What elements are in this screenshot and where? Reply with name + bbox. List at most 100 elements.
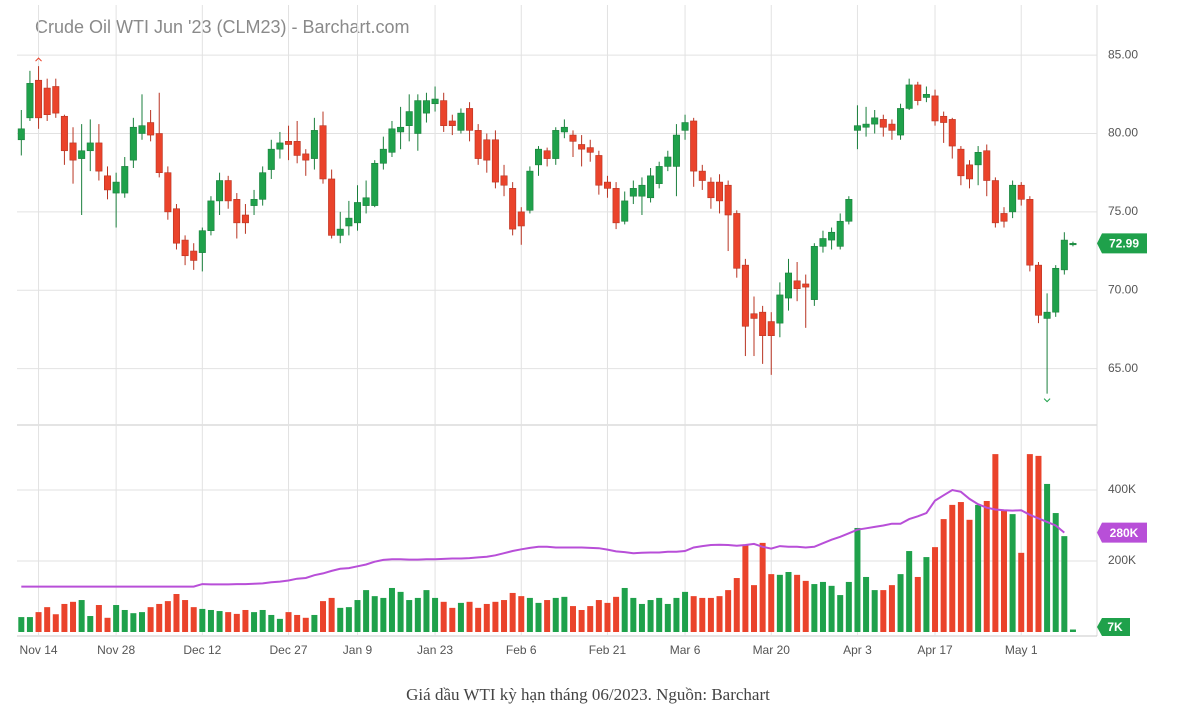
candle-body — [1034, 264, 1042, 316]
candle-body — [483, 139, 491, 161]
candle-body — [216, 180, 224, 202]
candle-body — [474, 130, 482, 159]
candle-body — [509, 188, 517, 230]
candle-body — [905, 84, 913, 109]
candle-body — [52, 86, 60, 114]
candle-body — [405, 111, 413, 126]
volume-bar — [492, 601, 499, 632]
candle-body — [552, 130, 560, 159]
candle-body — [810, 246, 818, 300]
volume-bar — [733, 578, 740, 632]
candle-body — [974, 152, 982, 166]
candle-body — [43, 87, 51, 116]
volume-bar — [604, 602, 611, 632]
volume-bar — [1018, 552, 1025, 632]
volume-bar — [975, 504, 982, 632]
volume-bar — [940, 519, 947, 632]
volume-bar — [949, 504, 956, 632]
candle-body — [233, 199, 241, 224]
volume-bar — [1026, 454, 1033, 632]
candle-body — [698, 170, 706, 181]
volume-bar — [802, 580, 809, 632]
candle-body — [310, 130, 318, 159]
volume-bar — [35, 612, 42, 632]
volume-bar — [509, 592, 516, 632]
candle-body — [190, 250, 198, 261]
candle-body — [741, 264, 749, 327]
candle-body — [595, 155, 603, 186]
candle-body — [224, 180, 232, 202]
candle-body — [1052, 267, 1060, 313]
x-tick-label: Feb 6 — [506, 643, 537, 657]
candle-body — [535, 148, 543, 166]
volume-bar — [233, 613, 240, 632]
candle-body — [707, 181, 715, 199]
volume-bar — [751, 585, 758, 632]
candle-body — [422, 100, 430, 114]
volume-bar — [897, 574, 904, 632]
volume-bar — [587, 606, 594, 632]
volume-bar — [544, 600, 551, 632]
candle-body — [638, 184, 646, 197]
candle-body — [371, 162, 379, 206]
volume-bar — [70, 601, 77, 632]
candle-body — [259, 172, 267, 200]
candle-body — [440, 100, 448, 126]
volume-bar — [1044, 483, 1051, 632]
volume-bar — [44, 607, 51, 632]
volume-bar — [190, 607, 197, 632]
volume-bar — [371, 596, 378, 632]
high-marker — [35, 57, 42, 62]
candle-body — [612, 188, 620, 224]
candle-body — [491, 139, 499, 183]
candle-body — [767, 321, 775, 336]
volume-bar — [268, 614, 275, 632]
candle-body — [95, 142, 103, 172]
volume-bar — [707, 597, 714, 632]
candle-body — [957, 148, 965, 177]
x-tick-label: Feb 21 — [589, 643, 627, 657]
low-marker — [1043, 398, 1051, 403]
candle-body — [716, 181, 724, 202]
volume-bar — [1052, 513, 1059, 632]
candle-body — [828, 231, 836, 241]
volume-bar — [182, 600, 189, 632]
volume-bar — [173, 594, 180, 632]
volume-bar — [78, 600, 85, 632]
candle-body — [353, 202, 361, 224]
candle-body — [543, 150, 551, 159]
last-price-label: 72.99 — [1109, 237, 1139, 251]
volume-bar — [95, 605, 102, 632]
candle-body — [86, 142, 94, 152]
chart-title: Crude Oil WTI Jun '23 (CLM23) - Barchart… — [35, 17, 410, 37]
candle-body — [664, 156, 672, 167]
candle-body — [362, 197, 370, 206]
candle-body — [966, 164, 974, 180]
candle-body — [293, 141, 301, 156]
candle-body — [879, 119, 887, 128]
candle-body — [733, 213, 741, 269]
candle-body — [517, 211, 525, 227]
candle-body — [853, 125, 861, 131]
candle-body — [845, 199, 853, 222]
price-badge — [1097, 233, 1147, 254]
candle-body — [388, 128, 396, 153]
candle-body — [457, 112, 465, 131]
volume-bar — [406, 600, 413, 632]
candle-body — [267, 148, 275, 170]
volume-bar — [768, 574, 775, 632]
candle-body — [172, 208, 180, 244]
candle-body — [302, 153, 310, 161]
y-tick-label: 200K — [1108, 553, 1136, 567]
x-tick-label: Jan 23 — [417, 643, 453, 657]
volume-bar — [113, 605, 120, 632]
volume-bar — [966, 519, 973, 632]
candle-body — [414, 100, 422, 134]
candle-body — [897, 108, 905, 136]
candle-body — [121, 166, 129, 194]
candle-body — [328, 178, 336, 236]
candle-body — [250, 199, 258, 206]
candle-body — [629, 188, 637, 197]
x-tick-label: Mar 6 — [670, 643, 701, 657]
